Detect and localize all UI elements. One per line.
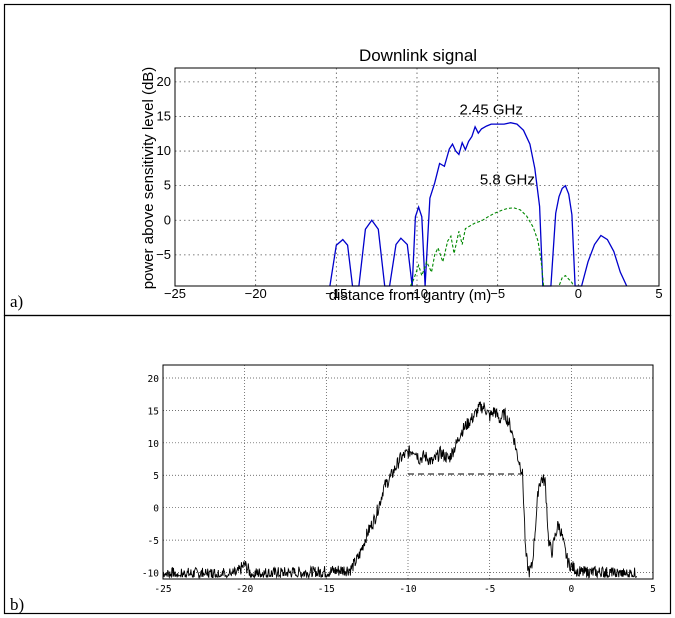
y-tick-label: 15 bbox=[148, 406, 159, 417]
panel-a-series bbox=[329, 122, 628, 287]
y-tick-label: 10 bbox=[157, 143, 171, 158]
x-tick-label: 0 bbox=[575, 286, 582, 301]
x-tick-label: −10 bbox=[406, 286, 428, 301]
chart-title: Downlink signal bbox=[359, 46, 477, 65]
panel-a-label: a) bbox=[10, 292, 23, 311]
panel-b-grid bbox=[163, 365, 653, 579]
panel-a-annotations: 2.45 GHz 5.8 GHz bbox=[460, 101, 535, 188]
x-tick-label: -25 bbox=[154, 584, 171, 595]
panel-a-grid bbox=[175, 68, 659, 286]
panel-b-label: b) bbox=[10, 595, 24, 614]
x-tick-label: -15 bbox=[318, 584, 335, 595]
series-line-measured bbox=[162, 401, 638, 580]
y-tick-label: 0 bbox=[153, 504, 159, 515]
x-tick-label: −20 bbox=[245, 286, 267, 301]
x-tick-label: −25 bbox=[164, 286, 186, 301]
panel-b-chart: -25 -20 -15 -10 -5 0 5 -10 -5 0 5 10 15 20 b) bbox=[10, 364, 656, 614]
y-tick-label: 0 bbox=[164, 212, 171, 227]
panel-b-axes-box bbox=[162, 364, 654, 580]
panel-b-series bbox=[162, 401, 638, 580]
x-axis-label: distance from gantry (m) bbox=[329, 287, 492, 304]
x-tick-label: 5 bbox=[655, 286, 662, 301]
series-line-2-45ghz bbox=[329, 122, 628, 287]
panel-a-frame bbox=[3, 3, 672, 317]
y-tick-label: -10 bbox=[142, 569, 159, 580]
panel-b-frame bbox=[3, 314, 672, 615]
y-tick-label: −5 bbox=[156, 247, 171, 262]
panel-a-chart: −25 −20 −15 −10 −5 0 5 −5 0 5 10 15 20 2.45 GHz 5.8 G… bbox=[10, 46, 663, 311]
x-tick-label: 0 bbox=[568, 584, 574, 595]
series-line-5-8ghz bbox=[410, 207, 575, 287]
y-tick-label: 5 bbox=[164, 178, 171, 193]
y-tick-label: 20 bbox=[148, 374, 160, 385]
y-axis-label: power above sensitivity level (dB) bbox=[140, 67, 157, 290]
x-tick-label: -20 bbox=[236, 584, 253, 595]
series-annotation: 5.8 GHz bbox=[480, 171, 535, 188]
y-tick-label: 20 bbox=[157, 74, 171, 89]
panel-b-tick-labels: -25 -20 -15 -10 -5 0 5 -10 -5 0 5 10 15 20 bbox=[142, 374, 656, 595]
x-tick-label: -5 bbox=[484, 584, 495, 595]
series-annotation: 2.45 GHz bbox=[460, 101, 523, 118]
x-tick-label: -10 bbox=[399, 584, 416, 595]
y-tick-label: -5 bbox=[148, 536, 159, 547]
y-tick-label: 15 bbox=[157, 108, 171, 123]
panel-a-tick-labels: −25 −20 −15 −10 −5 0 5 −5 0 5 10 15 20 bbox=[156, 74, 662, 301]
y-tick-label: 10 bbox=[148, 439, 160, 450]
y-tick-label: 5 bbox=[153, 471, 159, 482]
x-tick-label: 5 bbox=[650, 584, 656, 595]
x-tick-label: −5 bbox=[490, 286, 505, 301]
panel-a-axes-box bbox=[174, 67, 660, 287]
x-tick-label: −15 bbox=[325, 286, 347, 301]
